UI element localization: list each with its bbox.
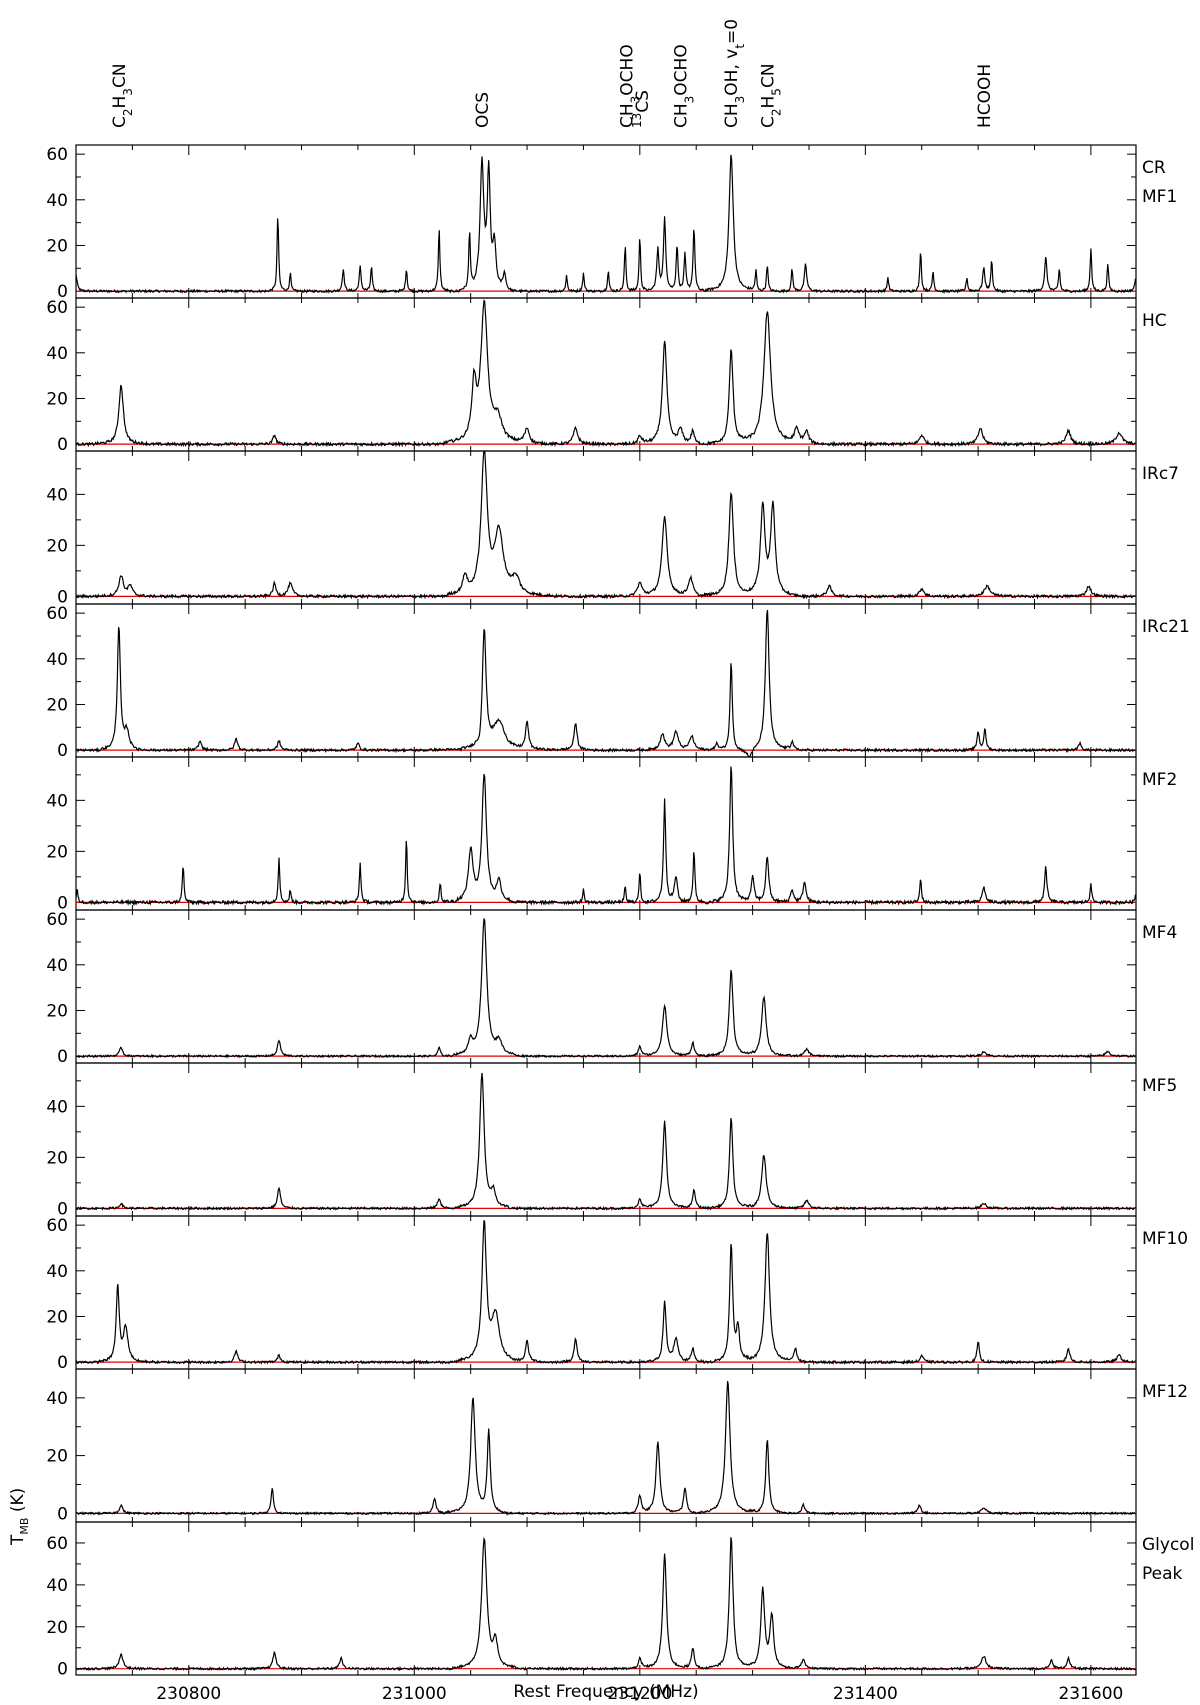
molecule-label: CH3OH, vt=0 xyxy=(722,19,747,128)
y-tick-label: 0 xyxy=(57,587,68,607)
molecule-label: CH3OCHO xyxy=(671,44,696,128)
y-tick-label: 40 xyxy=(46,1576,68,1596)
y-tick-label: 20 xyxy=(46,1148,68,1168)
panel-label: MF5 xyxy=(1142,1076,1177,1096)
y-tick-label: 20 xyxy=(46,236,68,256)
y-tick-label: 0 xyxy=(57,1199,68,1219)
y-tick-label: 20 xyxy=(46,1307,68,1327)
x-tick-label: 231000 xyxy=(382,1684,447,1701)
panel-label: CR xyxy=(1142,158,1166,178)
y-tick-label: 20 xyxy=(46,1001,68,1021)
y-tick-label: 40 xyxy=(46,650,68,670)
panel-frame xyxy=(75,603,1137,758)
spectrum-line xyxy=(76,1220,1136,1365)
panel-4: 0 20 40 MF2 xyxy=(46,756,1177,913)
panel-label: IRc7 xyxy=(1142,464,1179,484)
spectrum-line xyxy=(76,299,1136,448)
panel-label: MF1 xyxy=(1142,187,1177,207)
y-tick-label: 60 xyxy=(46,1534,68,1554)
spectrum-line xyxy=(76,1380,1136,1516)
y-tick-label: 40 xyxy=(46,485,68,505)
y-tick-label: 40 xyxy=(46,191,68,211)
panel-9: 0 20 40 60 Glycol Peak xyxy=(46,1521,1194,1680)
molecule-label: C2H5CN xyxy=(758,63,783,128)
spectrum-line xyxy=(76,1536,1136,1672)
y-tick-label: 40 xyxy=(46,791,68,811)
panel-3: 0 20 40 60 IRc21 xyxy=(46,603,1190,761)
y-tick-label: 0 xyxy=(57,1660,68,1680)
y-tick-label: 60 xyxy=(46,604,68,624)
panel-frame xyxy=(75,909,1137,1064)
molecule-label: HCOOH xyxy=(975,64,995,128)
panel-label: MF10 xyxy=(1142,1229,1188,1249)
panel-frame xyxy=(75,1062,1137,1217)
molecule-label: OCS xyxy=(473,92,493,128)
y-tick-label: 0 xyxy=(57,893,68,913)
panel-frame xyxy=(75,144,1137,299)
y-tick-label: 0 xyxy=(57,1353,68,1373)
y-tick-label: 40 xyxy=(46,956,68,976)
panel-5: 0 20 40 60 MF4 xyxy=(46,909,1177,1067)
y-axis-label: TMB (K) xyxy=(8,1488,31,1546)
panel-frame xyxy=(75,450,1137,605)
y-tick-label: 60 xyxy=(46,145,68,165)
y-tick-label: 60 xyxy=(46,910,68,930)
y-tick-label: 0 xyxy=(57,282,68,302)
x-tick-label: 231400 xyxy=(833,1684,898,1701)
panel-frame xyxy=(75,297,1137,452)
x-tick-label: 231600 xyxy=(1058,1684,1123,1701)
panel-label: Glycol xyxy=(1142,1535,1194,1555)
y-tick-label: 60 xyxy=(46,1216,68,1236)
panel-label: MF4 xyxy=(1142,923,1177,943)
y-tick-label: 20 xyxy=(46,389,68,409)
x-axis-label: Rest Frequency (MHz) xyxy=(513,1682,698,1701)
x-tick-label: 231200 xyxy=(607,1684,672,1701)
y-tick-label: 40 xyxy=(46,344,68,364)
panel-frame xyxy=(75,756,1137,911)
spectrum-line xyxy=(76,154,1136,294)
y-tick-label: 40 xyxy=(46,1389,68,1409)
y-tick-label: 0 xyxy=(57,435,68,455)
y-tick-label: 40 xyxy=(46,1262,68,1282)
panel-label: IRc21 xyxy=(1142,617,1190,637)
molecule-label: C2H3CN xyxy=(110,63,135,128)
molecule-label: 13CS xyxy=(630,90,653,128)
y-tick-label: 20 xyxy=(46,842,68,862)
y-tick-label: 60 xyxy=(46,298,68,318)
molecule-label: CH3OCHO xyxy=(617,44,642,128)
y-tick-label: 20 xyxy=(46,536,68,556)
panel-frame xyxy=(75,1368,1137,1523)
panel-7: 0 20 40 60 MF10 xyxy=(46,1215,1188,1373)
y-tick-label: 20 xyxy=(46,1447,68,1467)
panel-6: 0 20 40 MF5 xyxy=(46,1062,1177,1219)
panel-1: 0 20 40 60 HC xyxy=(46,297,1167,455)
panel-label: Peak xyxy=(1142,1564,1183,1584)
panel-label: HC xyxy=(1142,311,1167,331)
panel-8: 0 20 40 MF12 xyxy=(46,1368,1188,1524)
panel-frame xyxy=(75,1521,1137,1676)
panel-2: 0 20 40 IRc7 xyxy=(46,450,1179,607)
spectrum-line xyxy=(76,451,1136,600)
y-tick-label: 0 xyxy=(57,741,68,761)
y-tick-label: 20 xyxy=(46,695,68,715)
spectrum-line xyxy=(76,609,1136,757)
panel-label: MF2 xyxy=(1142,770,1177,790)
spectrum-line xyxy=(76,1072,1136,1212)
y-tick-label: 20 xyxy=(46,1618,68,1638)
panel-0: 0 20 40 60 CR MF1 xyxy=(46,144,1177,302)
x-tick-label: 230800 xyxy=(156,1684,221,1701)
panel-label: MF12 xyxy=(1142,1382,1188,1402)
spectrum-line xyxy=(76,766,1136,907)
y-tick-label: 0 xyxy=(57,1047,68,1067)
y-tick-label: 0 xyxy=(57,1504,68,1524)
y-tick-label: 40 xyxy=(46,1097,68,1117)
spectrum-line xyxy=(76,918,1136,1059)
